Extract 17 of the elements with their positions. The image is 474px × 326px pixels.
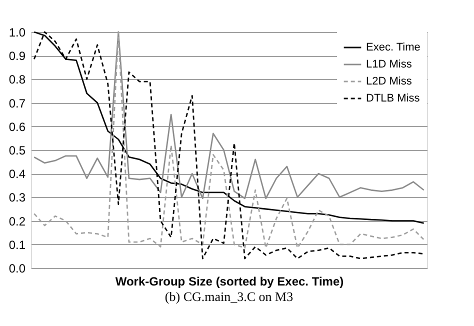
y-tick-label: 0.6 (8, 120, 26, 134)
legend-label: L2D Miss (366, 76, 412, 88)
y-tick-label: 0.1 (8, 238, 26, 252)
y-tick-label: 0.9 (8, 49, 26, 64)
legend-label: Exec. Time (366, 42, 420, 54)
x-axis-title: Work-Group Size (sorted by Exec. Time) (115, 274, 344, 288)
y-tick-label: 0.5 (8, 144, 26, 158)
y-tick-label: 0.7 (8, 96, 26, 110)
legend-label: L1D Miss (366, 58, 412, 70)
y-tick-label: 0.8 (8, 72, 26, 87)
y-tick-label: 1.0 (8, 26, 26, 40)
legend-label: DTLB Miss (366, 92, 420, 104)
y-tick-label: 0.4 (8, 167, 26, 182)
y-tick-label: 0.2 (8, 214, 26, 228)
text: (b) CG.main_3.C on M3 (164, 289, 294, 304)
y-tick-label: 0.0 (8, 262, 26, 276)
y-tick-label: 0.3 (8, 190, 26, 205)
